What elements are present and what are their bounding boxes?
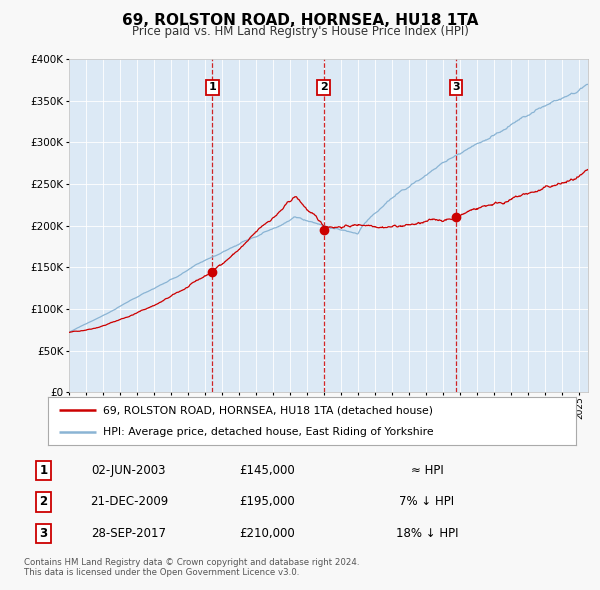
Text: 69, ROLSTON ROAD, HORNSEA, HU18 1TA: 69, ROLSTON ROAD, HORNSEA, HU18 1TA — [122, 13, 478, 28]
Text: 2: 2 — [39, 496, 47, 509]
Text: 02-JUN-2003: 02-JUN-2003 — [92, 464, 166, 477]
Text: 3: 3 — [452, 83, 460, 92]
Text: 2: 2 — [320, 83, 328, 92]
Text: Contains HM Land Registry data © Crown copyright and database right 2024.
This d: Contains HM Land Registry data © Crown c… — [24, 558, 359, 577]
Text: £195,000: £195,000 — [239, 496, 295, 509]
Text: 7% ↓ HPI: 7% ↓ HPI — [400, 496, 455, 509]
Text: HPI: Average price, detached house, East Riding of Yorkshire: HPI: Average price, detached house, East… — [103, 427, 434, 437]
Text: £145,000: £145,000 — [239, 464, 295, 477]
Text: 28-SEP-2017: 28-SEP-2017 — [91, 527, 166, 540]
Text: 69, ROLSTON ROAD, HORNSEA, HU18 1TA (detached house): 69, ROLSTON ROAD, HORNSEA, HU18 1TA (det… — [103, 405, 433, 415]
Text: 21-DEC-2009: 21-DEC-2009 — [90, 496, 168, 509]
Text: 3: 3 — [39, 527, 47, 540]
Text: 1: 1 — [39, 464, 47, 477]
Text: £210,000: £210,000 — [239, 527, 295, 540]
Text: 1: 1 — [208, 83, 216, 92]
Text: Price paid vs. HM Land Registry's House Price Index (HPI): Price paid vs. HM Land Registry's House … — [131, 25, 469, 38]
Text: 18% ↓ HPI: 18% ↓ HPI — [396, 527, 458, 540]
Text: ≈ HPI: ≈ HPI — [410, 464, 443, 477]
